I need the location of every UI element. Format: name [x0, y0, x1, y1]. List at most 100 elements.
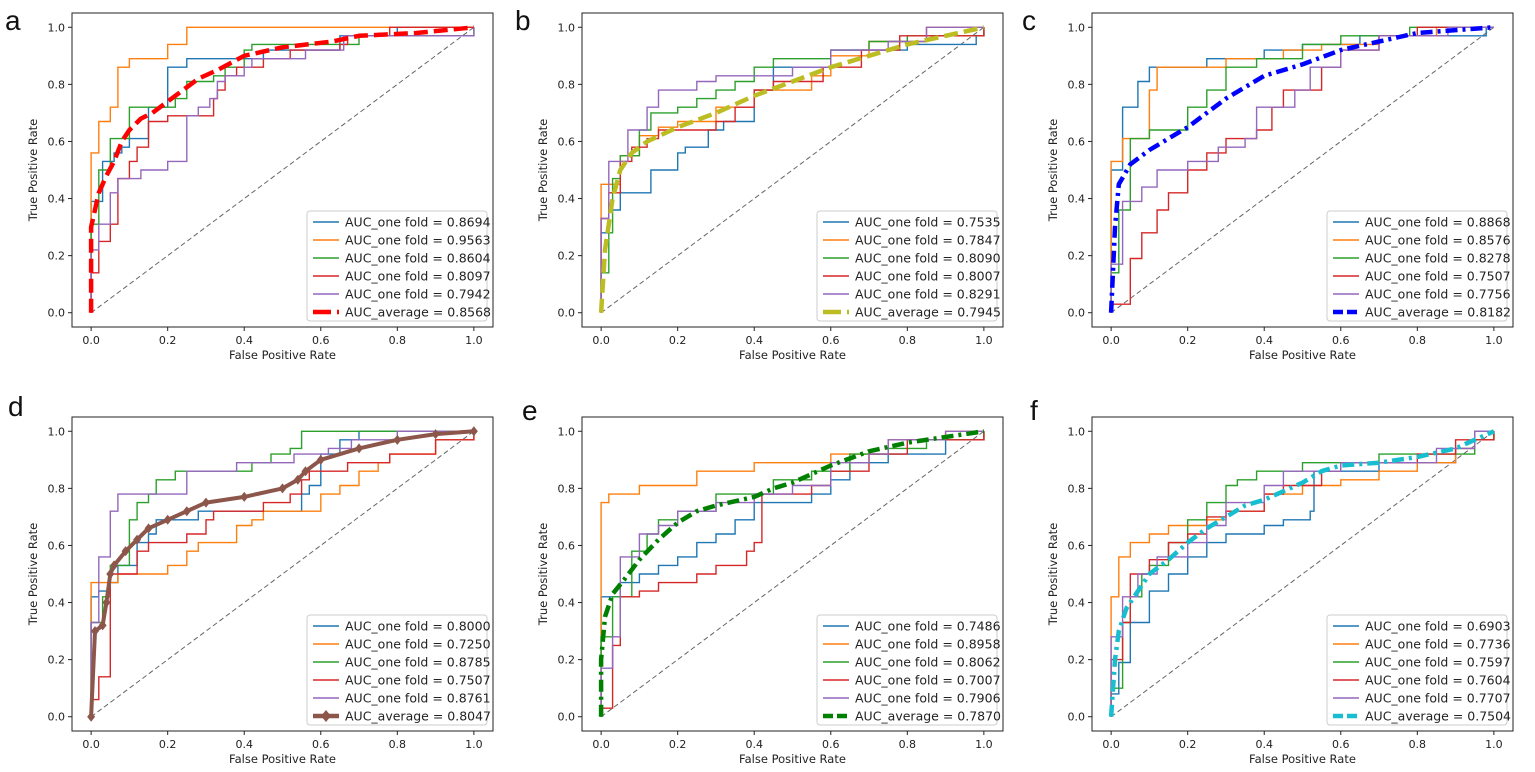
y-tick-label: 0.8 [558, 482, 576, 495]
x-tick-label: 0.2 [159, 738, 177, 751]
legend: AUC_one fold = 0.7535 AUC_one fold = 0.78… [816, 210, 1001, 322]
y-axis-label: True Positive Rate [536, 119, 550, 222]
legend: AUC_one fold = 0.6903 AUC_one fold = 0.77… [1326, 614, 1511, 726]
fold-roc-curve [1110, 26, 1494, 313]
legend-entry: AUC_one fold = 0.8958 [855, 637, 1001, 652]
legend-box [1326, 614, 1508, 726]
average-curve-marker [201, 497, 210, 508]
legend-entry: AUC_one fold = 0.7847 [855, 233, 1001, 248]
fold-roc-curve [1110, 26, 1494, 313]
y-tick-label: 0.8 [48, 78, 66, 91]
y-tick-label: 0.4 [558, 193, 576, 206]
x-tick-label: 0.0 [592, 738, 610, 751]
legend-entry: AUC_one fold = 0.6903 [1365, 619, 1511, 634]
x-tick-label: 0.0 [592, 334, 610, 347]
legend-entry: AUC_one fold = 0.8291 [855, 287, 1001, 302]
average-roc-curve [598, 429, 985, 717]
average-curve-marker [133, 534, 142, 545]
legend-box [816, 210, 998, 322]
panel-c: c 0.0 0.2 0.4 0.6 0.8 1.0 0.0 0.2 0.4 0.6 0.8 1.0 Fal… [1022, 5, 1514, 362]
x-axis-label: False Positive Rate [739, 752, 846, 766]
x-tick-label: 0.0 [82, 334, 100, 347]
axes-frame [581, 416, 1004, 732]
y-tick-label: 0.0 [1068, 711, 1086, 724]
x-tick-label: 0.2 [1179, 334, 1197, 347]
x-tick-label: 0.6 [1332, 738, 1350, 751]
legend-entry: AUC_one fold = 0.7250 [345, 637, 491, 652]
y-tick-label: 0.6 [558, 135, 576, 148]
x-tick-label: 0.6 [822, 334, 840, 347]
fold-roc-curve [90, 431, 475, 717]
legend-marker [321, 710, 331, 722]
legend-entry: AUC_one fold = 0.7942 [345, 287, 491, 302]
fold-roc-curve [1110, 430, 1494, 717]
axes-frame [71, 12, 494, 328]
x-tick-label: 0.6 [312, 334, 330, 347]
panel-d: d 0.0 0.2 0.4 0.6 0.8 1.0 0.0 0.2 0.4 0.6 0.8 1.0 Fal… [8, 391, 494, 766]
average-curve-marker [293, 474, 302, 485]
fold-roc-curve [600, 26, 984, 313]
axes-frame [1091, 416, 1514, 732]
y-tick-label: 0.4 [1068, 597, 1086, 610]
legend-entry: AUC_one fold = 0.8097 [345, 269, 491, 284]
legend-entry: AUC_one fold = 0.7756 [1365, 287, 1511, 302]
y-tick-label: 0.6 [48, 539, 66, 552]
x-axis-label: False Positive Rate [1249, 348, 1356, 362]
y-tick-label: 1.0 [558, 21, 576, 34]
x-tick-label: 0.6 [312, 738, 330, 751]
legend-entry: AUC_one fold = 0.8868 [1365, 215, 1511, 230]
legend: AUC_one fold = 0.8000 AUC_one fold = 0.72… [306, 614, 491, 726]
y-tick-label: 0.0 [558, 711, 576, 724]
x-tick-label: 0.8 [1409, 334, 1427, 347]
average-curve-marker [469, 426, 478, 437]
legend-entry: AUC_one fold = 0.8062 [855, 655, 1001, 670]
fold-roc-curve [90, 26, 474, 313]
x-tick-label: 0.8 [899, 738, 917, 751]
legend-entry: AUC_one fold = 0.8576 [1365, 233, 1511, 248]
axes-frame [71, 416, 494, 732]
x-axis-label: False Positive Rate [229, 752, 336, 766]
y-tick-label: 0.8 [1068, 78, 1086, 91]
y-tick-label: 0.4 [1068, 193, 1086, 206]
legend-entry: AUC_average = 0.7945 [855, 305, 1001, 320]
legend-entry: AUC_one fold = 0.7736 [1365, 637, 1511, 652]
y-tick-label: 0.4 [48, 193, 66, 206]
x-tick-label: 0.8 [389, 738, 407, 751]
panel-letter: b [515, 5, 531, 36]
y-tick-label: 0.6 [1068, 135, 1086, 148]
x-axis-label: False Positive Rate [1249, 752, 1356, 766]
panel-b: b 0.0 0.2 0.4 0.6 0.8 1.0 0.0 0.2 0.4 0.6 0.8 1.0 Fal… [515, 5, 1004, 362]
x-tick-label: 0.0 [1102, 738, 1120, 751]
x-tick-label: 1.0 [465, 334, 483, 347]
y-tick-label: 1.0 [558, 425, 576, 438]
y-tick-label: 0.6 [558, 539, 576, 552]
fold-roc-curve [600, 430, 984, 717]
legend-box [816, 614, 998, 726]
legend-entry: AUC_one fold = 0.8000 [345, 619, 491, 634]
average-curve-marker [110, 560, 119, 571]
y-tick-label: 0.2 [1068, 654, 1086, 667]
legend-entry: AUC_one fold = 0.8278 [1365, 251, 1511, 266]
legend-entry: AUC_average = 0.8568 [345, 305, 491, 320]
legend-entry: AUC_one fold = 0.9563 [345, 233, 491, 248]
average-curve-marker [355, 443, 364, 454]
y-tick-label: 1.0 [48, 425, 66, 438]
average-curve-marker [431, 429, 440, 440]
legend-entry: AUC_one fold = 0.7507 [1365, 269, 1511, 284]
legend-box [306, 614, 488, 726]
average-curve-marker [90, 626, 99, 637]
y-axis-label: True Positive Rate [26, 523, 40, 626]
legend-entry: AUC_one fold = 0.7597 [1365, 655, 1511, 670]
fold-roc-curve [90, 27, 475, 313]
x-tick-label: 0.6 [1332, 334, 1350, 347]
x-axis-label: False Positive Rate [229, 348, 336, 362]
legend: AUC_one fold = 0.8868 AUC_one fold = 0.85… [1326, 210, 1511, 322]
y-tick-label: 0.8 [558, 78, 576, 91]
fold-roc-curve [90, 26, 474, 313]
average-curve-marker [163, 514, 172, 525]
average-curve-marker [278, 483, 287, 494]
y-tick-label: 0.0 [48, 307, 66, 320]
y-tick-label: 0.2 [48, 654, 66, 667]
y-tick-label: 0.4 [558, 597, 576, 610]
